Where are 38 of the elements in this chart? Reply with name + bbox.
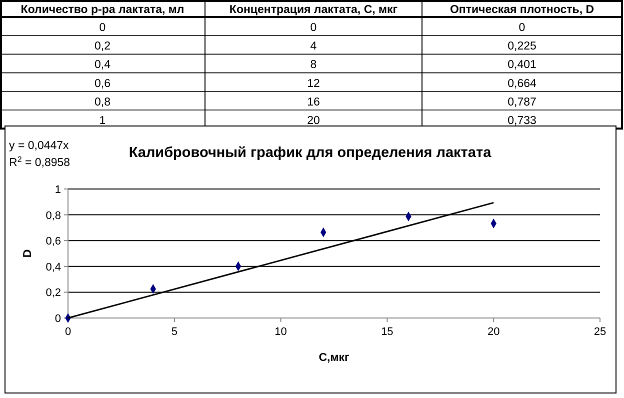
text: 20 <box>307 115 320 127</box>
text: R$^{2}$ = 0,8958 <box>9 154 70 169</box>
y-tick-label: 0,2 <box>46 287 61 300</box>
text: 0,733 <box>508 115 536 127</box>
x-tick-label: 5 <box>171 326 178 338</box>
y-tick-label: 0,4 <box>46 261 61 274</box>
text: 0,2 <box>94 40 110 53</box>
y-tick-label: 0 <box>54 313 61 325</box>
text: 0,401 <box>508 59 536 72</box>
text: 0,8 <box>94 96 110 108</box>
x-tick-label: 0 <box>64 326 72 338</box>
text: 0,225 <box>508 40 536 53</box>
text: 0,4 <box>94 59 112 72</box>
x-axis-title: С,мкг <box>318 352 350 364</box>
text: 0 <box>99 22 106 34</box>
text: Количество р-ра лактата, мл <box>20 4 184 16</box>
text: Концентрация лактата, С, мкг <box>229 4 398 16</box>
text: 0,664 <box>508 78 537 90</box>
text: 8 <box>310 59 317 72</box>
text: 12 <box>307 78 320 90</box>
text: 0 <box>310 22 317 34</box>
text: 1 <box>99 115 106 127</box>
text: 4 <box>310 40 318 53</box>
text: y = 0,0447x <box>9 140 70 152</box>
x-tick-label: 20 <box>487 326 500 338</box>
y-tick-label: 0,6 <box>46 236 61 248</box>
chart-title: Калибровочный график для определения лактата <box>128 145 492 161</box>
y-axis-title: D <box>22 249 34 258</box>
text: 0,6 <box>94 78 110 90</box>
x-tick-label: 25 <box>594 326 606 338</box>
y-tick-label: 1 <box>54 184 61 196</box>
text: 0,787 <box>508 96 536 108</box>
text: 0 <box>518 22 526 34</box>
text: 16 <box>307 96 320 108</box>
x-tick-label: 10 <box>274 326 287 338</box>
y-tick-label: 0,8 <box>46 210 61 222</box>
x-tick-label: 15 <box>381 326 394 338</box>
text: Оптическая плотность, D <box>450 4 594 16</box>
